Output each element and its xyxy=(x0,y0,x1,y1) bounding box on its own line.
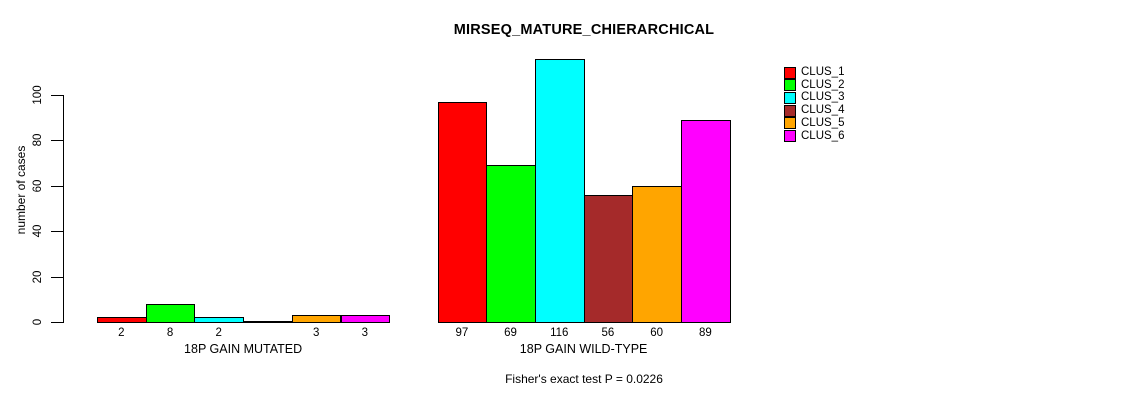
y-tick xyxy=(51,231,63,233)
chart-title: MIRSEQ_MATURE_CHIERARCHICAL xyxy=(453,22,715,38)
bar-clus_4-zero xyxy=(243,321,293,323)
y-tick-label: 0 xyxy=(32,318,44,326)
bar-value-label: 2 xyxy=(118,327,125,339)
bar-value-label: 56 xyxy=(601,327,615,339)
bar-clus_2 xyxy=(486,165,536,323)
legend-item: CLUS_3 xyxy=(784,91,844,104)
legend-item: CLUS_6 xyxy=(784,130,844,143)
bar-value-label: 60 xyxy=(650,327,664,339)
group-label: 18P GAIN WILD-TYPE xyxy=(519,342,648,356)
legend-item: CLUS_4 xyxy=(784,104,844,117)
bar-clus_1 xyxy=(97,317,147,323)
y-tick xyxy=(51,322,63,323)
legend-label: CLUS_1 xyxy=(801,66,845,78)
bar-value-label: 3 xyxy=(312,327,320,339)
y-tick xyxy=(51,185,63,187)
bar-clus_5 xyxy=(632,185,682,323)
bar-value-label: 8 xyxy=(166,327,174,339)
legend-item: CLUS_2 xyxy=(784,79,844,92)
y-axis-line xyxy=(63,95,64,323)
legend-swatch-clus_1 xyxy=(784,66,796,79)
legend-swatch-clus_3 xyxy=(784,91,796,104)
y-tick-label: 20 xyxy=(32,270,44,283)
legend-item: CLUS_5 xyxy=(784,117,844,130)
legend-swatch-clus_6 xyxy=(784,130,796,142)
y-tick xyxy=(51,95,63,96)
bar-clus_1 xyxy=(437,101,488,323)
legend-label: CLUS_3 xyxy=(801,91,845,104)
group-label: 18P GAIN MUTATED xyxy=(184,342,303,356)
y-tick-label: 40 xyxy=(32,224,44,238)
bar-value-label: 3 xyxy=(361,327,369,339)
bar-clus_5 xyxy=(291,315,342,323)
legend-label: CLUS_6 xyxy=(801,129,845,142)
y-tick xyxy=(51,140,63,142)
bar-value-label: 2 xyxy=(215,327,222,339)
bar-clus_6 xyxy=(340,315,391,323)
y-axis-label: number of cases xyxy=(14,145,28,235)
bar-clus_4 xyxy=(583,194,634,323)
legend-label: CLUS_4 xyxy=(801,104,845,117)
bar-value-label: 116 xyxy=(550,327,569,339)
footnote: Fisher's exact test P = 0.0226 xyxy=(505,372,663,386)
bar-clus_3 xyxy=(534,58,585,323)
bar-value-label: 97 xyxy=(455,327,469,339)
bar-value-label: 89 xyxy=(698,327,712,339)
bar-clus_6 xyxy=(681,119,731,323)
y-tick-label: 100 xyxy=(32,85,44,105)
bar-value-label: 69 xyxy=(504,327,517,339)
legend-swatch-clus_2 xyxy=(784,79,796,92)
y-tick xyxy=(51,276,63,278)
y-tick-label: 80 xyxy=(32,133,44,147)
legend-swatch-clus_4 xyxy=(784,104,796,117)
y-tick-label: 60 xyxy=(32,179,44,193)
bar-clus_2 xyxy=(145,303,196,323)
legend-label: CLUS_5 xyxy=(801,116,845,129)
legend-swatch-clus_5 xyxy=(784,117,796,130)
legend-item: CLUS_1 xyxy=(784,66,844,79)
bar-clus_3 xyxy=(194,317,245,323)
legend-label: CLUS_2 xyxy=(801,78,845,91)
